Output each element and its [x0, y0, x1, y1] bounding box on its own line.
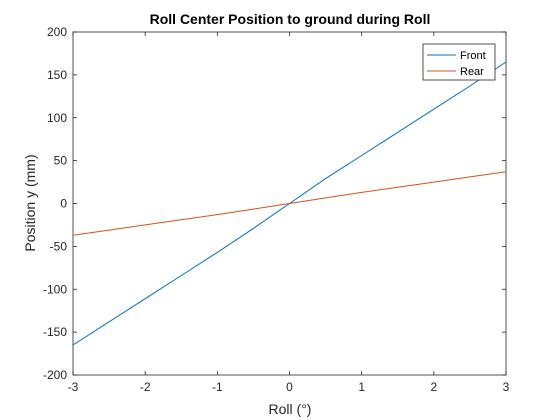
x-tick-label: -2 [140, 380, 151, 394]
x-tick-label: 0 [286, 380, 293, 394]
y-tick-label: -150 [43, 325, 67, 339]
y-tick-label: 100 [47, 111, 67, 125]
legend: Front Rear [422, 43, 496, 81]
x-tick-label: 2 [430, 380, 437, 394]
x-tick-label: -3 [68, 380, 79, 394]
x-axis-label: Roll (°) [269, 401, 312, 417]
series-line-rear [72, 171, 507, 236]
axes: -3 -2 -1 0 1 2 3 -200 -150 -100 -50 0 50 100 150 200 [43, 25, 510, 394]
y-tick-label: -50 [50, 239, 68, 253]
y-axis-label: Position y (mm) [22, 154, 38, 251]
x-tick-label: -1 [212, 380, 223, 394]
legend-label-rear: Rear [460, 66, 484, 78]
plot-lines [72, 61, 507, 346]
x-tick-label: 1 [358, 380, 365, 394]
legend-label-front: Front [460, 50, 486, 62]
x-tick-label: 3 [503, 380, 510, 394]
chart-title: Roll Center Position to ground during Ro… [150, 11, 431, 27]
y-tick-label: 150 [47, 68, 67, 82]
y-tick-label: -100 [43, 282, 67, 296]
y-tick-label: 50 [54, 154, 68, 168]
legend-box [422, 43, 496, 81]
y-tick-label: 0 [60, 197, 67, 211]
y-tick-label: -200 [43, 368, 67, 382]
y-tick-label: 200 [47, 25, 67, 39]
